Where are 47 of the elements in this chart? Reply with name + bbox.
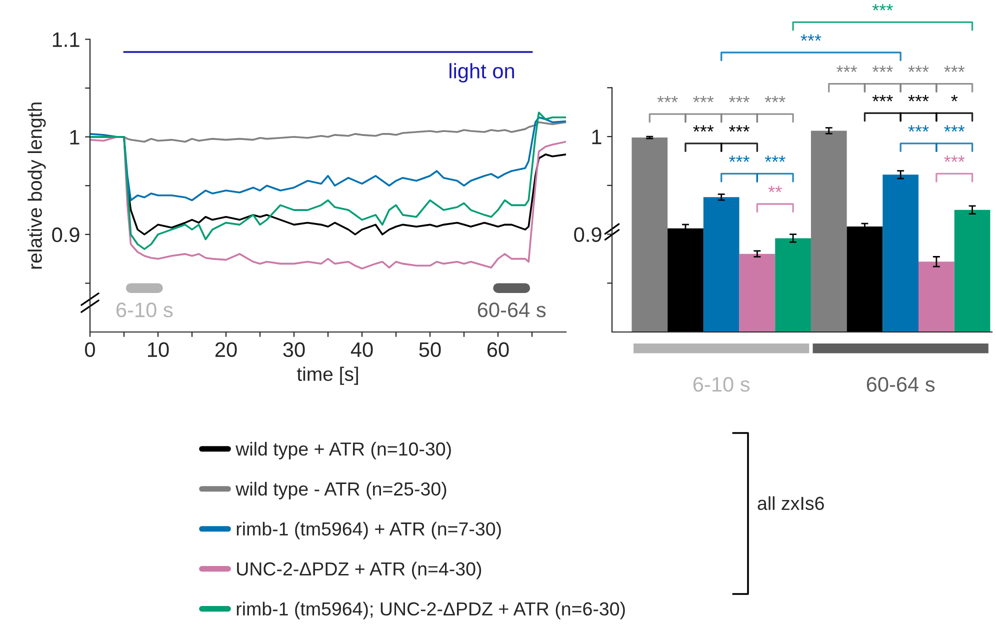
legend-label: rimb-1 (tm5964) + ATR (n=7-30) bbox=[236, 522, 501, 540]
annotation: *** bbox=[693, 125, 714, 132]
line-series bbox=[90, 136, 566, 270]
x-tick-label: 0 bbox=[85, 342, 95, 358]
x-axis-title: time [s] bbox=[296, 366, 358, 385]
x-tick-label: 60 bbox=[487, 342, 509, 358]
legend-label: wild type - ATR (n=25-30) bbox=[236, 482, 446, 500]
annotation: *** bbox=[729, 156, 750, 162]
y-tick-label: 0.9 bbox=[574, 227, 602, 242]
x-tick-label: 20 bbox=[215, 342, 237, 358]
annotation: light on bbox=[450, 63, 514, 83]
line-series bbox=[90, 112, 566, 250]
annotation: *** bbox=[944, 156, 965, 162]
annotation: *** bbox=[729, 125, 750, 132]
x-tick-label: 10 bbox=[148, 342, 169, 358]
legend-label: rimb-1 (tm5964); UNC-2-ΔPDZ + ATR (n=6-30) bbox=[236, 602, 625, 620]
legend-label: UNC-2-ΔPDZ + ATR (n=4-30) bbox=[237, 562, 482, 580]
annotation: *** bbox=[908, 94, 929, 102]
annotation: *** bbox=[764, 96, 786, 102]
y-tick-label: 1 bbox=[592, 130, 602, 144]
text: *** bbox=[800, 34, 822, 41]
y-tick-label: 1.1 bbox=[52, 32, 80, 47]
text: *** bbox=[872, 4, 893, 10]
text: *** bbox=[908, 66, 929, 72]
annotation: *** bbox=[729, 96, 750, 102]
y-axis-title: relative body length bbox=[28, 102, 46, 269]
annotation: ** bbox=[768, 186, 782, 192]
y-tick-label: 0.9 bbox=[52, 227, 80, 242]
text: all zxIs6 bbox=[758, 496, 824, 510]
line-series bbox=[90, 116, 566, 202]
x-tick-label: 30 bbox=[283, 342, 305, 358]
annotation: *** bbox=[657, 96, 678, 102]
legend-label: wild type + ATR (n=10-30) bbox=[236, 442, 451, 460]
x-tick-label: 50 bbox=[419, 342, 441, 358]
y-tick-label: 1 bbox=[70, 130, 80, 144]
annotation: *** bbox=[908, 125, 929, 132]
text: *** bbox=[944, 66, 965, 72]
text: *** bbox=[836, 66, 858, 72]
annotation: *** bbox=[693, 96, 714, 102]
annotation: *** bbox=[872, 94, 893, 102]
annotation: *** bbox=[944, 125, 965, 132]
text: *** bbox=[872, 66, 893, 72]
annotation: *** bbox=[764, 156, 786, 162]
annotation: 6-10 s bbox=[116, 302, 173, 318]
annotation: 60-64 s bbox=[478, 302, 546, 318]
x-tick-label: 40 bbox=[350, 342, 373, 358]
annotation: * bbox=[951, 94, 958, 102]
